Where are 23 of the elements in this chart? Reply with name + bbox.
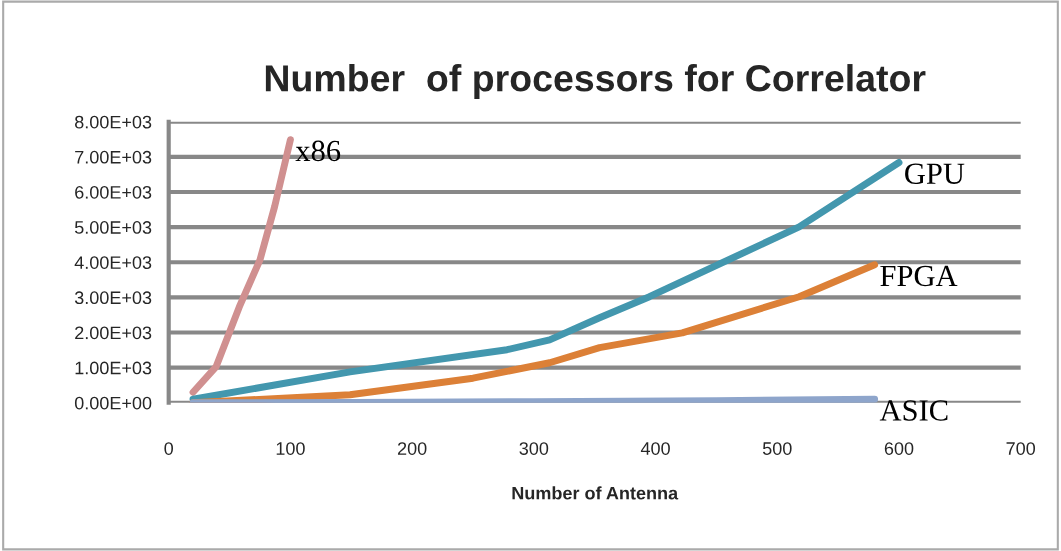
x-tick-label: 700	[1006, 442, 1036, 455]
y-tick-label: 3.00E+03	[74, 291, 152, 305]
x-tick-label: 600	[884, 442, 914, 455]
x-tick-label: 400	[640, 442, 670, 455]
chart-title: Number of processors for Correlator	[265, 64, 926, 99]
series-label: ASIC	[879, 400, 948, 421]
y-tick-label: 1.00E+03	[75, 361, 152, 375]
y-tick-label: 6.00E+03	[75, 185, 152, 199]
series-label: x86	[295, 140, 341, 162]
y-tick-label: 8.00E+03	[75, 115, 152, 129]
y-tick-label: 7.00E+03	[75, 150, 152, 164]
x-tick-label: 200	[397, 442, 427, 455]
x-tick-label: 0	[164, 442, 174, 455]
y-tick-label: 2.00E+03	[75, 326, 152, 340]
series-label: FPGA	[880, 265, 958, 287]
y-tick-label: 0.00E+00	[74, 396, 152, 410]
x-tick-label: 500	[762, 442, 792, 455]
series-label: GPU	[905, 163, 965, 185]
y-tick-label: 5.00E+03	[74, 221, 152, 234]
y-tick-label: 4.00E+03	[74, 256, 152, 269]
x-tick-label: 300	[519, 442, 549, 455]
x-axis-title: Number of Antenna	[512, 486, 679, 500]
x-tick-label: 100	[276, 442, 305, 455]
